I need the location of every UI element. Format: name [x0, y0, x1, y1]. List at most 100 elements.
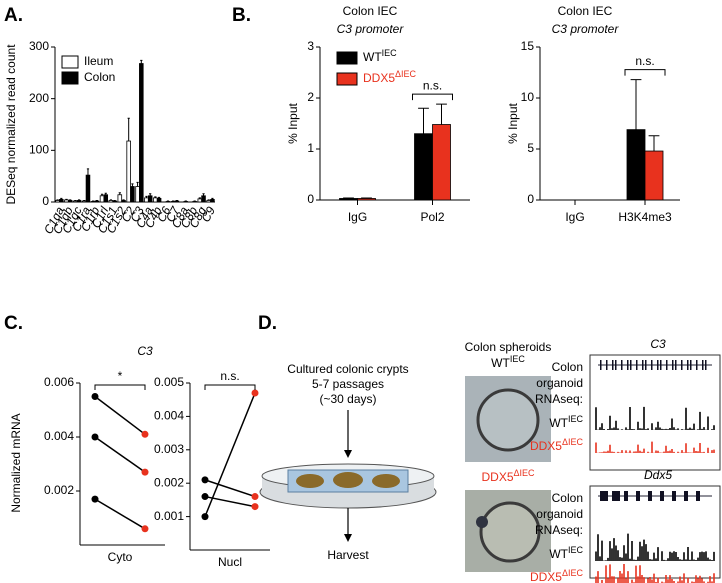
exon: [636, 491, 640, 501]
error-bar: [648, 135, 660, 152]
x-tick-label: Cyto: [108, 550, 133, 564]
y-tick-label: 0: [527, 192, 534, 206]
error-bar: [193, 200, 196, 202]
point: [201, 493, 209, 501]
legend-label: Colon: [84, 70, 115, 84]
exon: [636, 360, 638, 370]
bar: [81, 200, 87, 203]
exon: [645, 360, 647, 370]
error-bar: [172, 200, 175, 202]
spheroids: Colon spheroids WTIEC DDX5ΔIEC: [465, 340, 552, 572]
chart-subtitle: C3 promoter: [552, 22, 620, 36]
harvest-label: Harvest: [327, 548, 369, 562]
y-axis-label: Normalized mRNA: [9, 413, 23, 512]
bar: [94, 200, 100, 203]
y-tick-label: 0.001: [154, 509, 184, 523]
debris: [476, 516, 488, 528]
crypts: [296, 474, 324, 488]
sample-superscript: ΔIEC: [514, 468, 536, 478]
bar: [183, 201, 189, 203]
track-sample-superscript: IEC: [568, 545, 584, 555]
bar: [67, 200, 73, 203]
sample-name: WT: [491, 356, 510, 370]
panel-letter: D.: [258, 313, 277, 334]
track-label: organoid: [536, 376, 583, 390]
error-bar: [109, 199, 113, 201]
bar: [206, 200, 211, 203]
error-bar: [154, 196, 157, 198]
error-bar: [95, 199, 98, 201]
track-sample-superscript: ΔIEC: [562, 568, 584, 578]
error-bar: [77, 199, 81, 201]
point: [251, 493, 259, 501]
exon: [705, 360, 707, 370]
x-tick-label: C6: [154, 204, 174, 224]
point: [201, 476, 209, 484]
y-tick-label: 200: [29, 91, 49, 105]
legend-swatch: [336, 51, 358, 65]
pair-line: [94, 498, 146, 530]
track-gene: Ddx5: [644, 468, 672, 482]
track-label: RNAseq:: [535, 523, 583, 537]
track-sample-superscript: ΔIEC: [562, 437, 584, 447]
exon: [687, 360, 689, 370]
bar: [117, 194, 123, 203]
error-bar: [145, 195, 148, 198]
bar: [108, 200, 114, 203]
bar: [139, 63, 144, 203]
track-sample-main: DDX5: [530, 570, 562, 583]
error-bar: [131, 183, 134, 187]
legend-label-superscript: ΔIEC: [395, 69, 417, 79]
track-sample: WTIEC: [549, 414, 583, 430]
spheroids-title: Colon spheroids: [465, 340, 552, 354]
bar: [644, 150, 664, 201]
bar: [201, 195, 206, 203]
y-tick-label: 100: [29, 143, 49, 157]
error-bar: [127, 117, 130, 142]
error-bar: [207, 199, 210, 201]
exon: [672, 491, 676, 501]
x-tick-label: IgG: [348, 210, 367, 224]
error-bar: [118, 192, 121, 195]
point: [141, 525, 149, 533]
chart-subtitle: C3 promoter: [337, 22, 405, 36]
legend-label-main: WT: [363, 50, 382, 64]
spheroid: [479, 501, 541, 563]
error-bar: [175, 199, 178, 201]
exon: [600, 360, 602, 370]
bracket: [624, 69, 666, 76]
bar: [147, 195, 153, 203]
error-bar: [86, 168, 90, 176]
exon: [630, 360, 632, 370]
y-tick-label: 0.003: [154, 442, 184, 456]
point: [141, 430, 149, 438]
bar: [99, 195, 105, 203]
error-bar: [65, 198, 68, 200]
error-bar: [211, 197, 214, 200]
exon: [660, 360, 662, 370]
exon: [612, 360, 614, 370]
exon: [600, 491, 608, 501]
x-tick-label: C3: [127, 204, 147, 224]
error-bar: [100, 193, 104, 196]
error-bar: [630, 79, 642, 130]
exon: [684, 491, 688, 501]
point: [91, 393, 99, 400]
y-tick-label: 3: [307, 39, 314, 53]
bracket: [204, 384, 256, 390]
legend-swatch: [61, 55, 79, 69]
pair-line: [204, 392, 256, 517]
bar: [153, 197, 158, 203]
protocol-line: Cultured colonic crypts: [287, 362, 408, 376]
exon: [660, 491, 664, 501]
track-sample: DDX5ΔIEC: [530, 437, 584, 453]
exon: [615, 360, 617, 370]
track-sample: WTIEC: [549, 545, 583, 561]
error-bar: [140, 59, 143, 64]
y-tick-label: 10: [521, 90, 535, 104]
bracket: [94, 384, 146, 390]
track-label: RNAseq:: [535, 392, 583, 406]
exon: [621, 360, 623, 370]
point: [91, 433, 99, 441]
track-sample-superscript: IEC: [568, 414, 584, 424]
